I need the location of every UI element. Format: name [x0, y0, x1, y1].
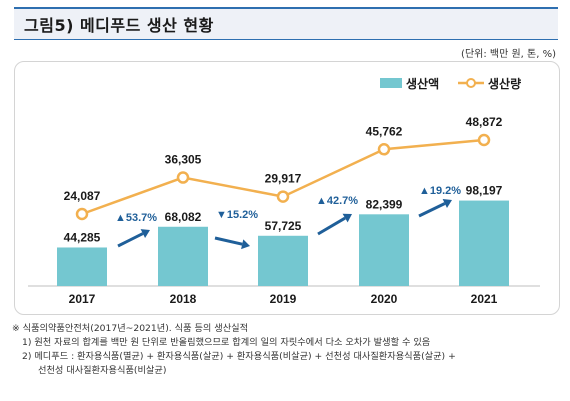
figure-title: 그림5) 메디푸드 생산 현황 [24, 16, 214, 35]
bar-label-2020: 82,399 [366, 197, 403, 211]
line-label-2019: 29,917 [265, 172, 302, 186]
title-background [14, 9, 558, 39]
x-tick-2018: 2018 [170, 292, 197, 306]
growth-arrow-2021 [418, 202, 446, 218]
growth-label-2021: ▲19.2% [419, 185, 461, 197]
note-1: 1) 원천 자료의 합계를 백만 원 단위로 반올림했으므로 합계의 일의 자릿… [22, 337, 431, 348]
growth-arrowhead-2018 [140, 229, 150, 239]
growth-arrow-2018 [117, 232, 144, 248]
bar-2017 [57, 247, 107, 286]
x-tick-2019: 2019 [270, 292, 297, 306]
growth-label-2020: ▲42.7% [316, 195, 358, 207]
x-tick-2020: 2020 [371, 292, 398, 306]
growth-arrow-2020 [317, 216, 346, 236]
bar-label-2021: 98,197 [466, 184, 503, 198]
bar-2021 [459, 200, 509, 286]
bar-label-2019: 57,725 [265, 219, 302, 233]
line-label-2021: 48,872 [466, 115, 503, 129]
line-point-2021 [477, 133, 491, 147]
bar-2018 [158, 226, 208, 286]
title-top-rule [14, 7, 558, 9]
growth-label-2018: ▲53.7% [115, 212, 157, 224]
line-label-2020: 45,762 [366, 124, 403, 138]
legend-label-line: 생산량 [488, 76, 521, 91]
legend-swatch-bar [380, 78, 402, 88]
growth-arrowhead-2020 [342, 213, 352, 223]
x-tick-2017: 2017 [69, 292, 96, 306]
bar-label-2018: 68,082 [165, 210, 202, 224]
line-point-2017 [75, 207, 89, 221]
x-tick-2021: 2021 [471, 292, 498, 306]
bar-2020 [359, 214, 409, 286]
note-2-continued: 선천성 대사질환자용식품(비살균) [38, 365, 167, 376]
footnotes: ※ 식품의약품안전처(2017년~2021년). 식품 등의 생산실적 1) 원… [12, 322, 456, 378]
note-2: 2) 메디푸드 : 환자용식품(멸균) + 환자용식품(살균) + 환자용식품(… [22, 351, 456, 362]
line-point-2018 [176, 171, 190, 184]
bar-2019 [258, 235, 308, 286]
line-point-2019 [276, 190, 290, 203]
bar-label-2017: 44,285 [64, 230, 101, 244]
growth-arrow-2019 [214, 236, 243, 246]
growth-arrowhead-2019 [241, 239, 250, 250]
legend-label-bar: 생산액 [406, 76, 439, 91]
growth-label-2019: ▼15.2% [216, 209, 258, 221]
line-point-2020 [377, 143, 391, 156]
legend-marker-line [466, 78, 476, 88]
title-bar: 그림5) 메디푸드 생산 현황 [0, 0, 570, 44]
growth-arrowhead-2021 [442, 198, 452, 208]
note-source: ※ 식품의약품안전처(2017년~2021년). 식품 등의 생산실적 [12, 323, 249, 334]
unit-label: (단위: 백만 원, 톤, %) [461, 49, 556, 60]
title-bottom-rule [14, 39, 558, 40]
line-label-2018: 36,305 [165, 153, 202, 167]
line-label-2017: 24,087 [64, 189, 101, 203]
